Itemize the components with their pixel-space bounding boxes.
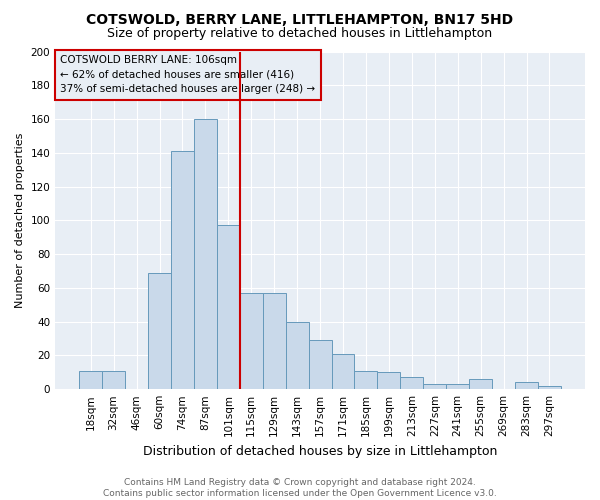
Bar bbox=[194, 119, 217, 389]
Bar bbox=[308, 340, 332, 389]
X-axis label: Distribution of detached houses by size in Littlehampton: Distribution of detached houses by size … bbox=[143, 444, 497, 458]
Text: COTSWOLD BERRY LANE: 106sqm
← 62% of detached houses are smaller (416)
37% of se: COTSWOLD BERRY LANE: 106sqm ← 62% of det… bbox=[61, 55, 316, 94]
Bar bbox=[538, 386, 561, 389]
Bar bbox=[469, 379, 492, 389]
Bar bbox=[332, 354, 355, 389]
Bar bbox=[171, 151, 194, 389]
Bar bbox=[400, 378, 423, 389]
Bar bbox=[240, 293, 263, 389]
Text: Size of property relative to detached houses in Littlehampton: Size of property relative to detached ho… bbox=[107, 28, 493, 40]
Bar bbox=[423, 384, 446, 389]
Bar bbox=[263, 293, 286, 389]
Bar bbox=[515, 382, 538, 389]
Bar bbox=[377, 372, 400, 389]
Text: COTSWOLD, BERRY LANE, LITTLEHAMPTON, BN17 5HD: COTSWOLD, BERRY LANE, LITTLEHAMPTON, BN1… bbox=[86, 12, 514, 26]
Bar bbox=[286, 322, 308, 389]
Bar bbox=[79, 370, 102, 389]
Bar bbox=[148, 272, 171, 389]
Bar bbox=[217, 226, 240, 389]
Bar bbox=[446, 384, 469, 389]
Y-axis label: Number of detached properties: Number of detached properties bbox=[15, 132, 25, 308]
Bar bbox=[355, 370, 377, 389]
Text: Contains HM Land Registry data © Crown copyright and database right 2024.
Contai: Contains HM Land Registry data © Crown c… bbox=[103, 478, 497, 498]
Bar bbox=[102, 370, 125, 389]
